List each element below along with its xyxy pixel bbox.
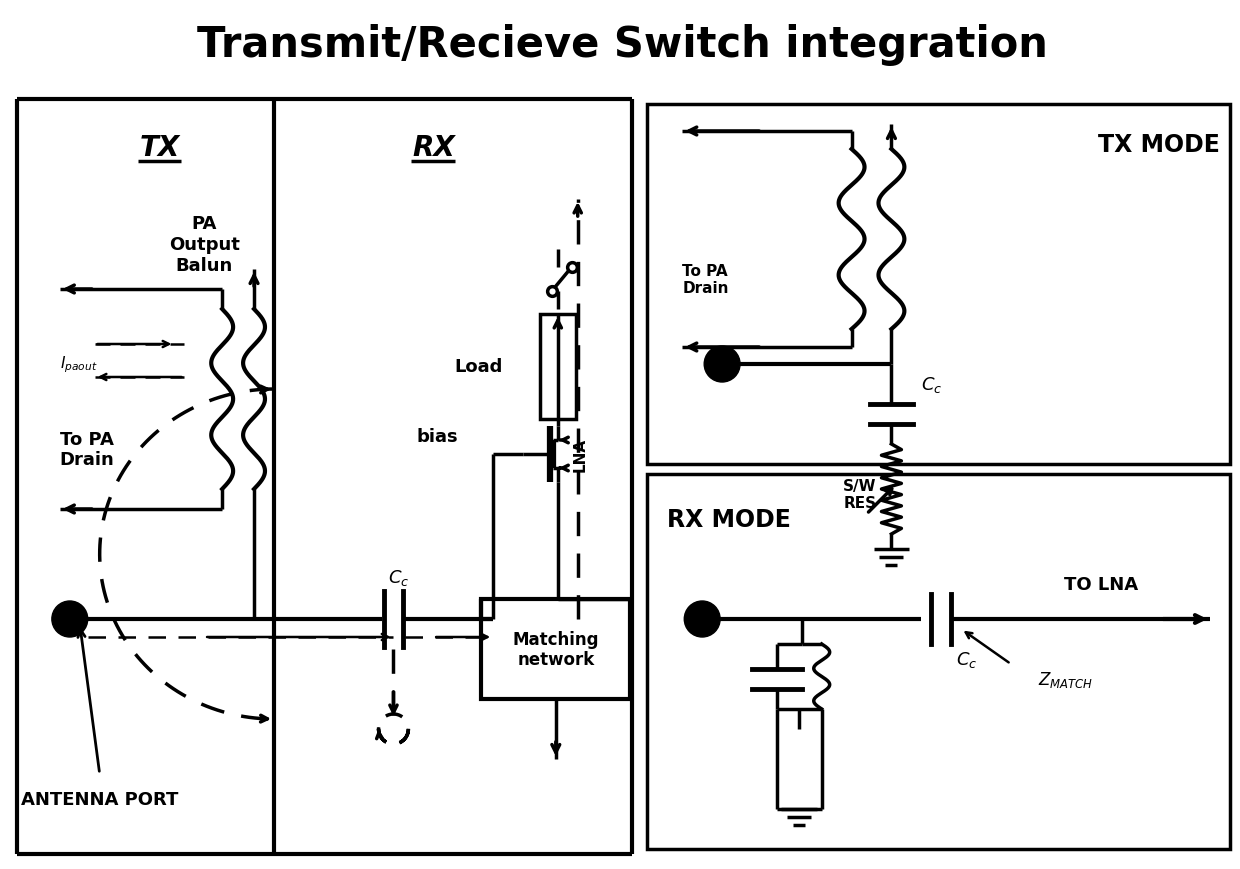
Bar — [647, 105, 1230, 464]
Text: bias: bias — [417, 428, 459, 446]
Text: LNA: LNA — [572, 437, 588, 472]
Text: TO LNA: TO LNA — [1064, 575, 1137, 594]
Text: PA
Output
Balun: PA Output Balun — [169, 215, 239, 275]
Text: Transmit/Recieve Switch integration: Transmit/Recieve Switch integration — [197, 24, 1048, 66]
Text: RX: RX — [412, 134, 455, 162]
Text: $C_c$: $C_c$ — [921, 375, 942, 395]
Text: $C_c$: $C_c$ — [956, 649, 977, 669]
Text: RX MODE: RX MODE — [667, 507, 791, 531]
Bar — [647, 474, 1230, 849]
Text: TX MODE: TX MODE — [1099, 133, 1220, 156]
Text: $I_{paout}$: $I_{paout}$ — [60, 355, 98, 375]
Text: $Z_{MATCH}$: $Z_{MATCH}$ — [1038, 669, 1094, 689]
Text: $C_c$: $C_c$ — [388, 567, 409, 587]
Text: Matching
network: Matching network — [512, 630, 599, 668]
Text: TX: TX — [139, 134, 180, 162]
Circle shape — [52, 601, 88, 637]
Text: S/W
RES: S/W RES — [843, 478, 877, 511]
Text: To PA
Drain: To PA Drain — [682, 263, 729, 295]
Bar — [481, 600, 630, 700]
Bar — [539, 315, 575, 420]
Text: Load: Load — [455, 358, 503, 376]
Text: ANTENNA PORT: ANTENNA PORT — [21, 790, 179, 808]
Circle shape — [704, 347, 740, 382]
Circle shape — [684, 601, 720, 637]
Text: To PA
Drain: To PA Drain — [60, 430, 114, 469]
